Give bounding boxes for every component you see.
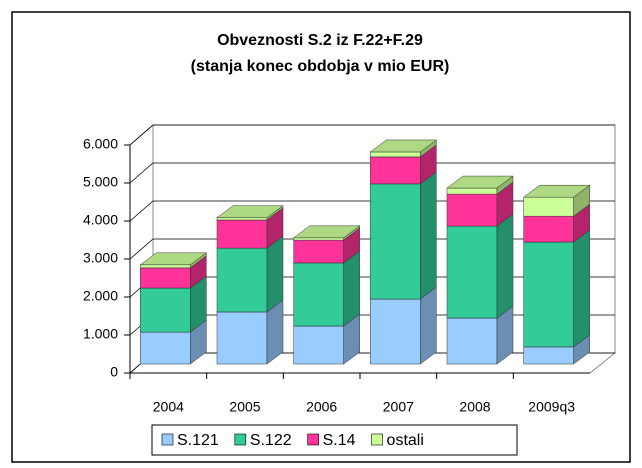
legend-swatch [371,433,383,446]
bar-front [370,156,421,185]
x-tick-label: 2007 [383,399,414,415]
bar-front [523,196,574,217]
y-tick-label: 6.000 [83,136,118,152]
bar-segment [369,171,438,300]
bar-front [370,298,421,365]
bar-front [140,287,191,333]
bar-segment [216,235,284,313]
legend-label: S.122 [250,432,292,449]
legend-label: ostali [387,432,424,449]
bar-front [216,311,268,365]
y-tick-label: 0 [110,364,118,380]
bar-front [140,264,191,269]
chart-subtitle: (stanja konec obdobja v mio EUR) [191,58,450,75]
bar-front [370,151,421,158]
bar-segment [522,184,591,217]
bar-side [266,235,284,313]
x-tick-label: 2008 [459,399,490,415]
x-tick-label: 2006 [306,399,337,415]
bar-top [369,139,438,153]
legend-swatch [161,433,174,446]
y-tick-label: 5.000 [83,174,118,190]
bar-front [523,215,574,243]
bar-front [523,241,574,348]
y-tick-label: 1.000 [83,326,118,342]
x-tick-label: 2004 [153,399,184,415]
bar-side [496,213,514,319]
bar-front [370,183,421,300]
bar-front [216,217,268,221]
bar-side [420,171,437,300]
bar-top [522,184,591,198]
bar-segment [369,139,438,158]
bar-front [216,219,268,249]
legend-swatch [234,433,247,446]
bar-segment [139,252,208,269]
bar-front [140,331,191,365]
grid-line [129,124,615,146]
bar-front [293,325,344,365]
bar-front [446,193,498,227]
bar-front [293,262,344,327]
bar-segment [292,225,361,241]
bar-side [343,250,360,327]
y-tick-label: 3.000 [83,250,118,266]
bar-front [446,225,498,319]
bar-front [216,247,268,313]
bar-segment [522,229,591,348]
bar-side [420,286,437,365]
bar-front [446,317,498,365]
x-tick-label: 2005 [229,399,260,415]
legend-label: S.14 [323,432,356,449]
bar-segment [216,205,284,221]
legend-box [151,424,518,456]
bar-top [139,252,208,266]
bar-front [446,187,498,195]
legend-swatch [307,433,319,446]
bar-segment [446,213,514,319]
bar-top [216,205,284,218]
y-tick-label: 4.000 [83,212,118,228]
bar-front [523,346,574,365]
bar-top [292,225,361,239]
chart-title: Obveznosti S.2 iz F.22+F.29 [217,32,423,49]
grid-line [129,162,615,184]
bar-front [293,237,344,241]
bar-top [446,175,514,189]
y-tick-label: 2.000 [83,288,118,304]
x-tick-label: 2009q3 [528,399,575,415]
bar-front [140,267,191,289]
bar-side [573,229,590,348]
legend-label: S.121 [177,432,219,449]
bar-segment [446,175,514,195]
bar-front [293,239,344,264]
